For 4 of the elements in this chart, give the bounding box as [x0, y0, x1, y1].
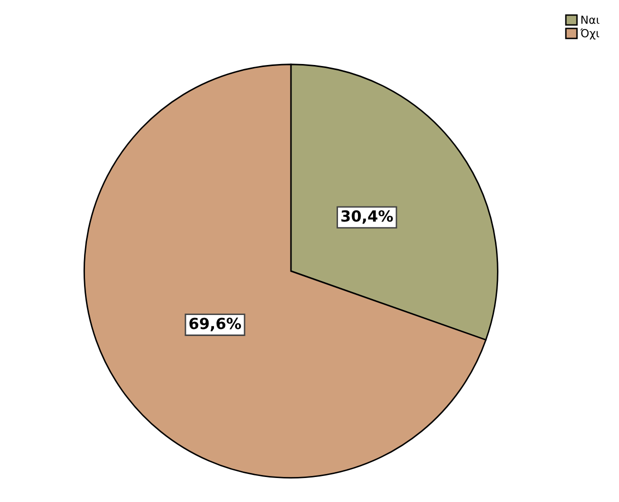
- legend-label: Όχι: [580, 28, 600, 40]
- data-label: 69,6%: [189, 318, 242, 332]
- legend-label: Ναι: [581, 16, 600, 24]
- data-label: 30,4%: [341, 210, 393, 224]
